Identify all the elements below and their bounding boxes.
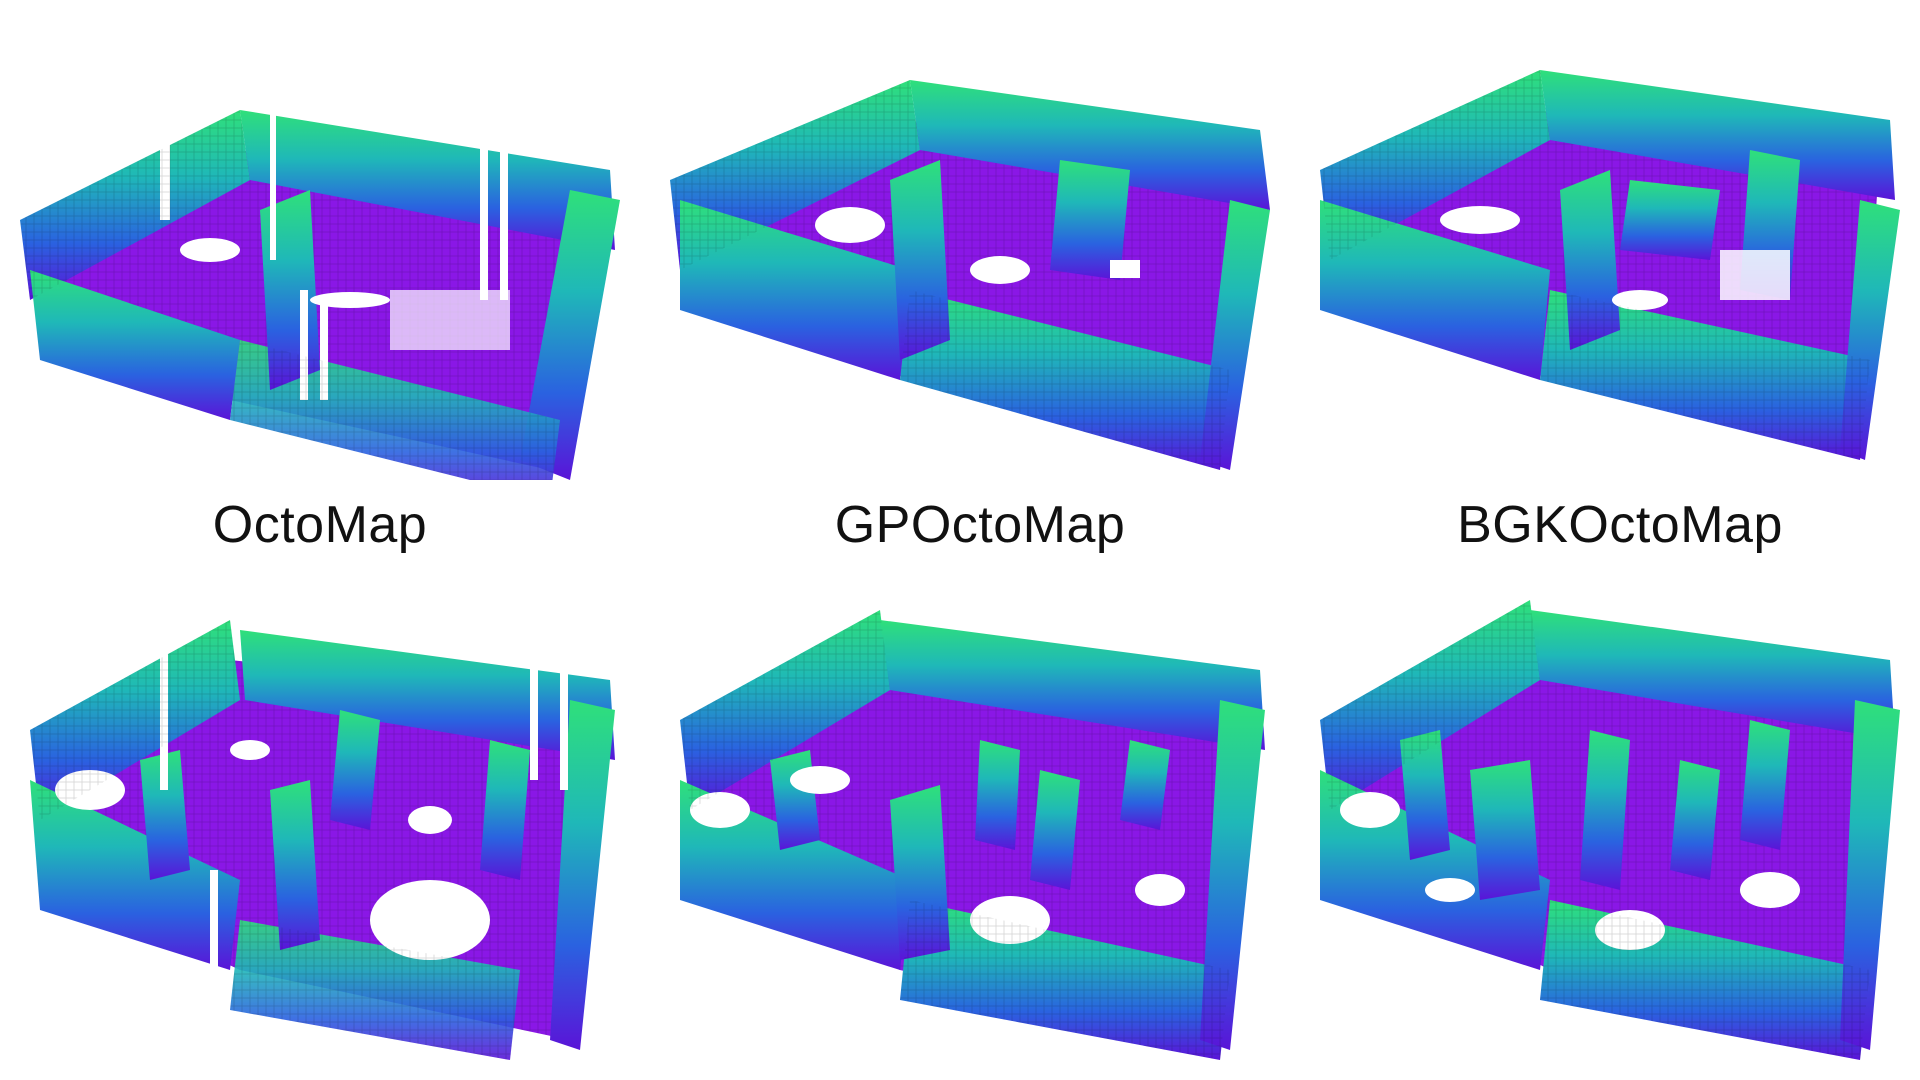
voxel-map-octomap-top bbox=[10, 40, 630, 480]
voxel-map-octomap-bottom bbox=[10, 590, 630, 1070]
voxel-map-bgkoctomap-top bbox=[1300, 40, 1910, 480]
caption-gpoctomap: GPOctoMap bbox=[834, 496, 1126, 554]
voxel-render bbox=[20, 80, 620, 480]
voxel-map-gpoctomap-top bbox=[660, 40, 1280, 480]
voxel-render bbox=[30, 620, 615, 1060]
voxel-render bbox=[1320, 600, 1900, 1060]
voxel-render bbox=[670, 80, 1270, 470]
caption-octomap: OctoMap bbox=[212, 496, 428, 554]
caption-bgkoctomap: BGKOctoMap bbox=[1457, 496, 1783, 554]
voxel-map-gpoctomap-bottom bbox=[660, 590, 1280, 1070]
voxel-render bbox=[1320, 70, 1900, 460]
voxel-map-bgkoctomap-bottom bbox=[1300, 590, 1910, 1070]
voxel-render bbox=[680, 610, 1265, 1060]
